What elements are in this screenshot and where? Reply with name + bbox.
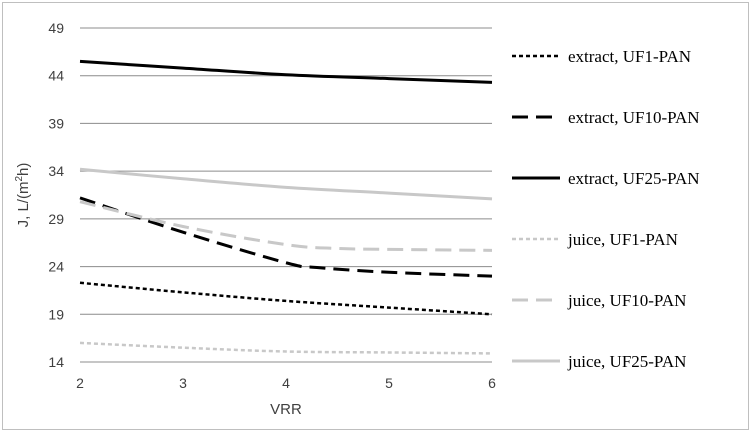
series-lines [79,59,493,355]
chart-container [2,2,749,430]
legend-label: juice, UF10-PAN [567,291,686,310]
y-tick-label: 24 [48,259,64,275]
x-tick-labels: 2 3 4 5 6 [76,375,496,391]
y-axis-title: J, L/(m2h) [14,163,32,228]
y-axis-title-main: J, L/(m [15,182,32,228]
series-line [79,59,493,84]
y-tick-label: 29 [48,211,64,227]
series-line [79,281,493,316]
y-tick-label: 44 [48,68,64,84]
x-tick-label: 4 [282,375,290,391]
legend-label: extract, UF1-PAN [568,47,691,66]
grid [80,27,492,363]
y-tick-label: 49 [48,20,64,36]
y-axis-title-tail: h) [15,163,32,176]
legend-label: juice, UF25-PAN [567,352,686,371]
x-axis-title: VRR [270,401,302,418]
y-axis-title-sup: 2 [14,176,25,182]
x-tick-label: 2 [76,375,84,391]
series-line [79,341,493,355]
x-tick-label: 5 [385,375,393,391]
series-line [79,200,493,252]
legend: extract, UF1-PAN extract, UF10-PAN extract… [512,47,700,371]
x-tick-label: 3 [179,375,187,391]
y-tick-label: 34 [48,163,64,179]
series-line [79,167,493,201]
y-tick-label: 19 [48,306,64,322]
legend-label: extract, UF25-PAN [568,169,700,188]
legend-label: juice, UF1-PAN [567,230,678,249]
x-tick-label: 6 [488,375,496,391]
y-tick-labels: 14 19 24 29 34 39 44 49 [48,20,64,370]
y-tick-label: 39 [48,115,64,131]
series-line [79,196,493,278]
y-tick-label: 14 [48,354,64,370]
legend-label: extract, UF10-PAN [568,108,700,127]
